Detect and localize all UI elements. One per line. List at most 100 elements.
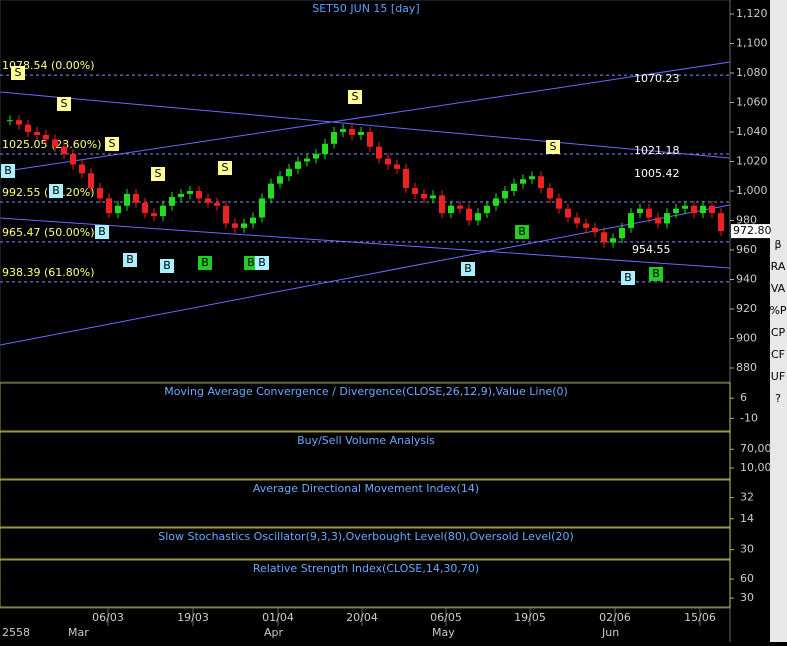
candle-body: [502, 191, 508, 199]
signal-box: [123, 253, 137, 267]
candle-body: [664, 213, 670, 224]
candle-body: [313, 154, 319, 159]
candle-body: [97, 188, 103, 199]
signal-label: B: [126, 253, 134, 266]
candle-body: [511, 183, 517, 191]
candle-body: [187, 191, 193, 194]
candle-body: [16, 120, 22, 125]
signal-label: B: [258, 256, 266, 269]
toolbar-item: VA: [771, 282, 786, 295]
panel-frame: [0, 479, 731, 528]
candle-body: [601, 232, 607, 243]
candle-body: [142, 202, 148, 214]
signal-box: [198, 256, 212, 270]
candle-body: [619, 227, 625, 239]
candle-body: [151, 213, 157, 217]
trend-line: [0, 204, 731, 346]
fib-label: 938.39 (61.80%): [2, 266, 95, 279]
signal-label: B: [163, 259, 171, 272]
candle-body: [133, 193, 139, 203]
last-price-label: 972.80: [733, 224, 772, 237]
candle-body: [673, 208, 679, 214]
period-label: May: [432, 626, 455, 639]
panel-title: Slow Stochastics Oscillator(9,3,3),Overb…: [158, 530, 574, 543]
candle-body: [421, 193, 427, 199]
x-tick-label: 02/06: [599, 611, 631, 624]
signal-box: [218, 161, 232, 175]
period-label: 2558: [2, 626, 30, 639]
panel-title: Moving Average Convergence / Divergence(…: [164, 385, 568, 398]
fib-label: 1025.05 (23.60%): [2, 138, 102, 151]
toolbar-item: RA: [771, 260, 786, 273]
panel-title: Average Directional Movement Index(14): [253, 482, 479, 495]
candle-body: [61, 146, 67, 155]
signal-box: [105, 137, 119, 151]
toolbar-item: %P: [769, 304, 786, 317]
signal-box: [461, 262, 475, 276]
candle-body: [160, 205, 166, 217]
panel-frame: [0, 431, 731, 480]
candle-body: [394, 164, 400, 169]
x-tick-label: 06/05: [430, 611, 462, 624]
signal-box: [11, 66, 25, 80]
candle-body: [7, 120, 13, 122]
signal-label: B: [201, 256, 209, 269]
candle-body: [385, 158, 391, 165]
candle-body: [538, 176, 544, 189]
candle-body: [565, 208, 571, 218]
period-label: Mar: [68, 626, 89, 639]
panel-frame: [0, 382, 731, 432]
signal-box: [621, 271, 635, 285]
period-label: Jun: [601, 626, 619, 639]
candle-body: [358, 132, 364, 135]
candle-body: [466, 208, 472, 221]
toolbar-item: CF: [771, 348, 785, 361]
fib-label: 992.55 (38.20%): [2, 186, 95, 199]
toolbar: [770, 0, 787, 642]
candle-body: [682, 205, 688, 209]
y-tick-label: -10: [740, 411, 758, 424]
x-tick-label: 20/04: [346, 611, 378, 624]
candle-body: [214, 202, 220, 206]
candle-body: [547, 188, 553, 199]
candle-body: [178, 193, 184, 197]
candle-body: [304, 158, 310, 162]
y-tick-label: 900: [736, 331, 757, 344]
candle-body: [205, 198, 211, 203]
y-tick-label: 30: [740, 543, 754, 556]
candle-body: [412, 188, 418, 194]
candle-body: [196, 191, 202, 199]
fib-label: 965.47 (50.00%): [2, 226, 95, 239]
candle-body: [484, 205, 490, 214]
toolbar-item: β: [774, 238, 781, 251]
y-tick-label: 1,120: [736, 7, 768, 20]
trend-line: [0, 91, 731, 159]
candle-body: [340, 129, 346, 133]
signal-label: B: [4, 164, 12, 177]
candle-body: [322, 143, 328, 155]
y-tick-label: 6: [740, 391, 747, 404]
candle-body: [115, 205, 121, 214]
candle-body: [223, 205, 229, 224]
signal-label: S: [15, 66, 22, 79]
period-label: Apr: [264, 626, 284, 639]
candle-body: [637, 208, 643, 214]
candle-body: [169, 196, 175, 206]
candle-body: [250, 217, 256, 224]
candle-body: [574, 217, 580, 224]
toolbar-item: ?: [775, 392, 781, 405]
y-tick-label: 940: [736, 272, 757, 285]
y-tick-label: 1,000: [736, 184, 768, 197]
signal-label: B: [247, 256, 255, 269]
x-tick-label: 15/06: [684, 611, 716, 624]
fib-label: 1078.54 (0.00%): [2, 59, 95, 72]
candle-body: [646, 208, 652, 218]
candle-body: [655, 217, 661, 224]
candle-body: [529, 176, 535, 180]
candle-body: [367, 132, 373, 147]
candle-body: [520, 179, 526, 184]
panel-frame: [0, 559, 731, 608]
chart-title: SET50 JUN 15 [day]: [312, 2, 419, 15]
signal-box: [151, 167, 165, 181]
